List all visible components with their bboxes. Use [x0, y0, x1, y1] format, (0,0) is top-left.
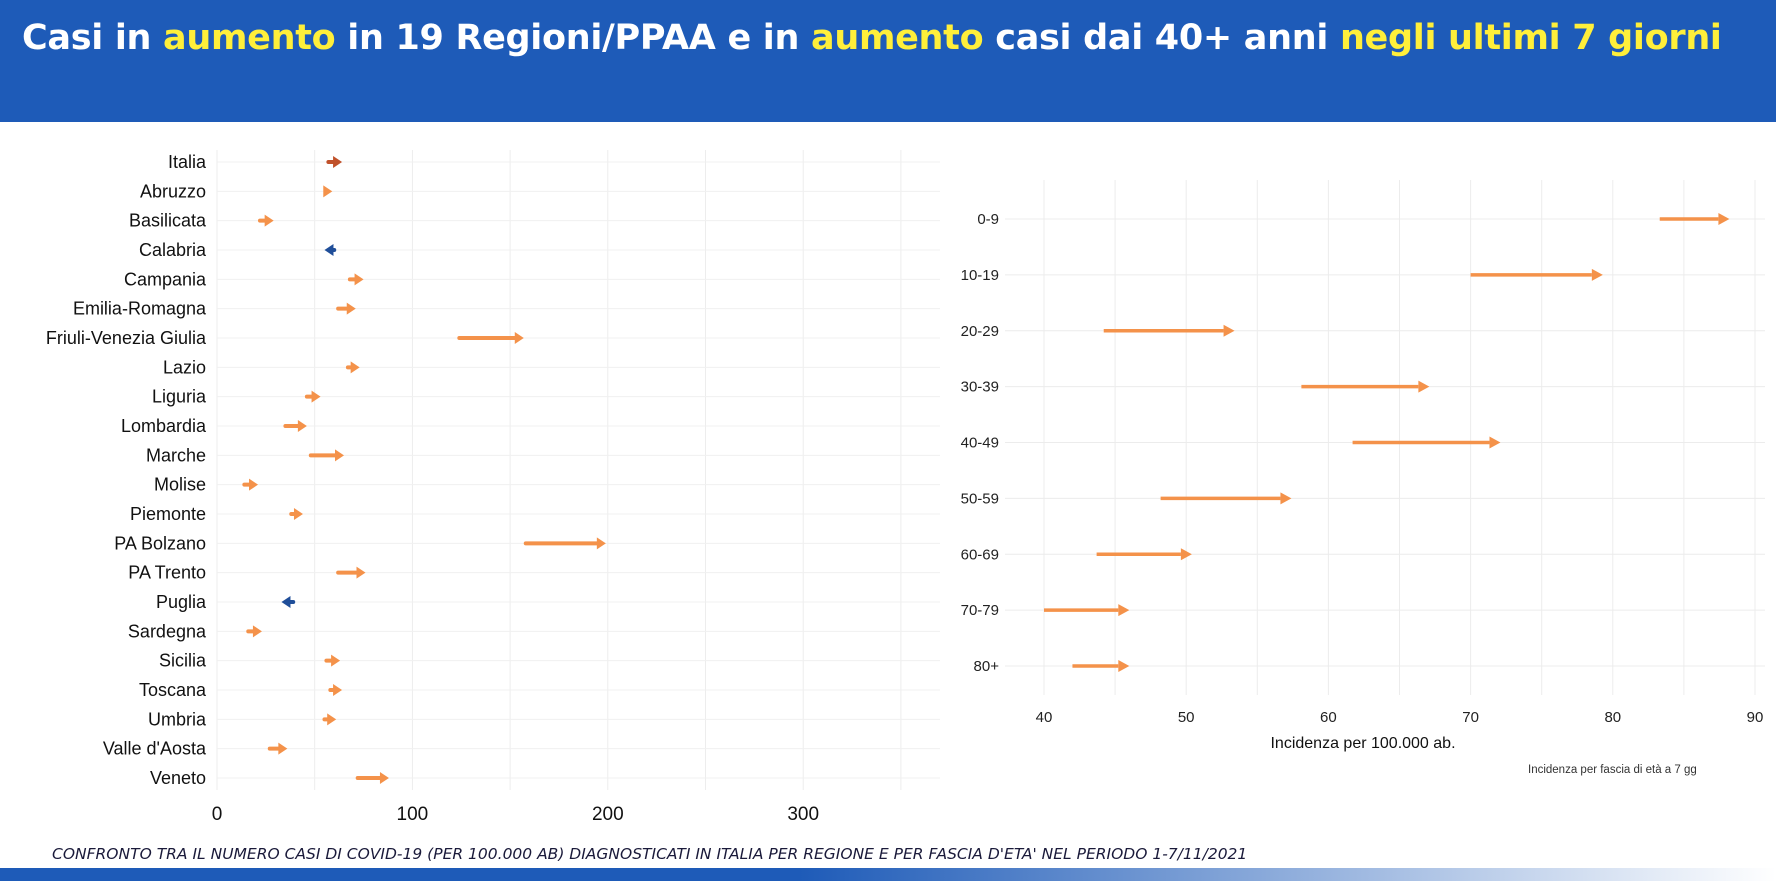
age-group-label: 40-49	[961, 435, 999, 452]
x-axis-title: Incidenza per 100.000 ab.	[1270, 735, 1455, 752]
age-arrow-head	[1591, 268, 1603, 281]
region-arrow-head	[323, 185, 333, 198]
region-label: PA Bolzano	[114, 533, 206, 553]
region-arrow-head	[281, 596, 291, 608]
region-label: Italia	[168, 152, 207, 172]
header-divider	[0, 122, 1776, 125]
age-arrow-head	[1418, 380, 1430, 393]
region-label: Sardegna	[128, 621, 207, 641]
age-group-label: 70-79	[961, 602, 999, 619]
x-tick-label: 40	[1036, 709, 1053, 726]
title-part: casi dai 40+ anni	[983, 18, 1340, 58]
region-arrow-head	[249, 478, 259, 491]
region-label: Molise	[154, 475, 206, 495]
x-tick-label: 80	[1604, 709, 1621, 726]
x-tick-label: 70	[1462, 709, 1479, 726]
age-group-label: 20-29	[961, 323, 999, 340]
age-arrow-head	[1118, 660, 1130, 672]
title-part: Casi in	[22, 18, 164, 58]
age-arrow-head	[1223, 324, 1235, 337]
right-chart-caption: Incidenza per fascia di età a 7 gg	[1528, 764, 1697, 776]
x-tick-label: 90	[1747, 709, 1764, 726]
x-tick-label: 200	[592, 804, 624, 825]
region-arrow-head	[514, 332, 524, 344]
age-group-label: 10-19	[961, 267, 999, 284]
region-label: Emilia-Romagna	[73, 299, 207, 319]
region-arrow-head	[335, 449, 345, 462]
region-label: Lombardia	[121, 416, 207, 436]
age-group-label: 50-59	[961, 490, 999, 507]
region-arrow-head	[379, 772, 389, 784]
region-arrow-head	[264, 214, 274, 227]
region-arrow-head	[596, 537, 606, 550]
region-label: Liguria	[152, 387, 207, 407]
region-label: Sicilia	[159, 651, 207, 671]
x-tick-label: 300	[787, 804, 819, 825]
region-label: Umbria	[148, 709, 207, 729]
region-label: Toscana	[139, 680, 207, 700]
age-group-label: 30-39	[961, 379, 999, 396]
title-highlight: aumento	[163, 18, 336, 58]
age-group-label: 60-69	[961, 546, 999, 563]
footer-bar	[0, 868, 1776, 881]
region-arrow-head	[346, 302, 356, 315]
left-plot-area	[213, 148, 940, 793]
region-arrow-head	[354, 273, 364, 286]
x-tick-label: 100	[397, 804, 429, 825]
age-arrow-head	[1118, 604, 1130, 617]
region-arrow-head	[252, 625, 262, 638]
title-highlight: negli ultimi 7 giorni	[1339, 18, 1722, 58]
x-tick-label: 60	[1320, 709, 1337, 726]
region-arrow-head	[311, 390, 321, 403]
footer-note: CONFRONTO TRA IL NUMERO CASI DI COVID-19…	[52, 845, 1248, 863]
region-arrow-head	[350, 361, 360, 374]
region-label: Calabria	[139, 240, 207, 260]
age-group-label: 80+	[974, 658, 1000, 675]
age-arrow-head	[1280, 492, 1292, 505]
region-arrow-head	[356, 566, 366, 579]
region-arrow-head	[333, 156, 343, 168]
region-arrow-head	[278, 742, 288, 755]
region-label: Veneto	[150, 768, 206, 788]
region-label: Piemonte	[130, 504, 206, 524]
region-label: Friuli-Venezia Giulia	[46, 328, 207, 348]
region-arrow-head	[333, 684, 343, 696]
age-arrow-head	[1489, 436, 1501, 449]
region-label: Valle d'Aosta	[103, 739, 207, 759]
x-tick-label: 50	[1178, 709, 1195, 726]
region-arrow-head	[327, 713, 337, 726]
title-highlight: aumento	[811, 18, 984, 58]
region-label: Marche	[146, 445, 206, 465]
title-part: in 19 Regioni/PPAA e in	[335, 18, 812, 58]
region-label: Basilicata	[129, 211, 207, 231]
region-arrow-head	[297, 420, 307, 432]
title-banner: Casi in aumento in 19 Regioni/PPAA e in …	[0, 0, 1776, 122]
x-tick-label: 0	[212, 804, 223, 825]
page-title: Casi in aumento in 19 Regioni/PPAA e in …	[22, 18, 1722, 58]
region-label: Abruzzo	[140, 181, 206, 201]
region-arrow-head	[331, 654, 341, 667]
region-arrow-head	[293, 508, 303, 520]
region-label: Campania	[124, 269, 207, 289]
age-arrow-head	[1180, 548, 1192, 561]
age-group-label: 0-9	[977, 211, 999, 228]
region-label: PA Trento	[128, 563, 206, 583]
region-label: Puglia	[156, 592, 207, 612]
age-arrow-head	[1718, 213, 1730, 225]
region-arrow-head	[324, 244, 334, 256]
region-label: Lazio	[163, 357, 206, 377]
